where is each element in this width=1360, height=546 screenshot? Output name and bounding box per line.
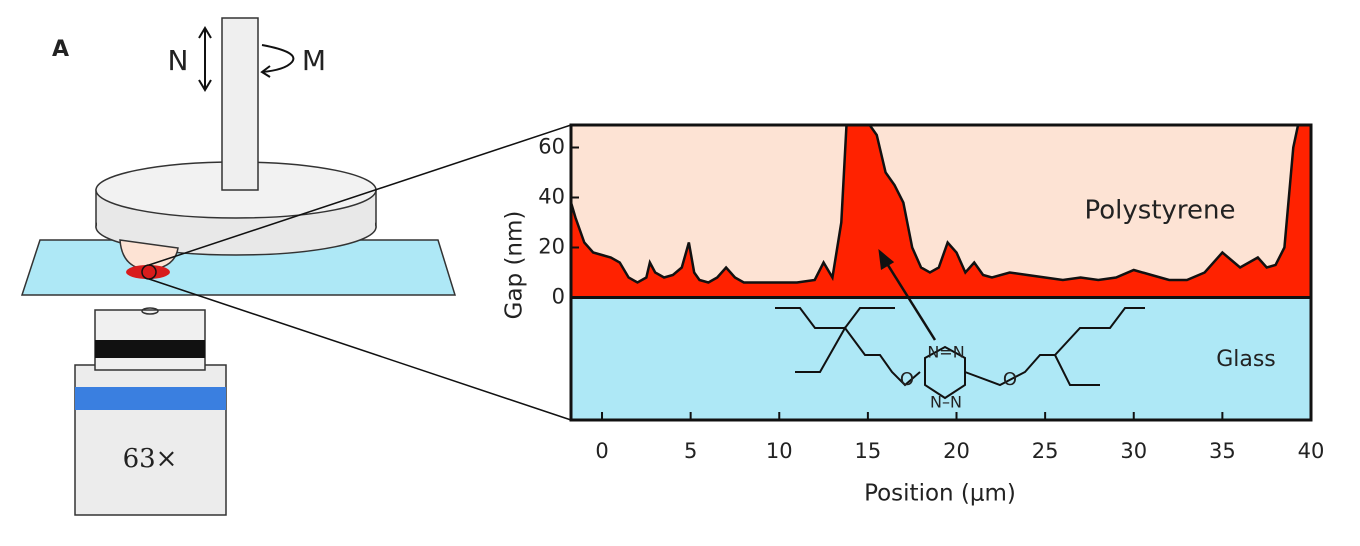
objective-band [75,387,226,410]
arrow-shaft [884,261,937,341]
torque-arrow [260,44,295,78]
arrow-head [878,249,895,271]
panel-label: A [52,37,69,62]
atom-label: N=N [927,343,964,362]
annotation: Polystyrene [1085,196,1236,226]
pointer-arrow [878,249,937,341]
y-tick-label: 60 [538,135,565,159]
plot-frame [569,123,1313,422]
x-tick-label: 5 [684,439,697,463]
force-arrow [198,26,212,92]
rod [221,17,259,191]
y-axis-label: Gap (nm) [502,211,528,320]
x-tick-label: 0 [595,439,608,463]
molecule [775,307,1145,400]
bond [1054,354,1100,386]
y-tick-label: 20 [538,235,565,259]
x-tick-label: 15 [855,439,882,463]
x-tick-label: 30 [1120,439,1147,463]
zoom-line [148,278,572,421]
atom-label: O [900,369,914,390]
x-tick-label: 10 [766,439,793,463]
x-tick-label: 25 [1032,439,1059,463]
atom-label: N–N [930,393,962,412]
apparatus [20,17,572,516]
glass-region [571,297,1311,420]
torque-label: M [302,44,326,77]
ring [924,345,966,400]
annotation: Glass [1216,347,1276,372]
zoom-line [148,124,572,266]
objective-lens [141,307,159,315]
gap-outline [571,125,1300,284]
area-group [571,125,1311,298]
plot: 0 20 40 60 0 5 10 15 20 25 30 35 40 Position (μm) Gap … [502,123,1325,507]
x-tick-label: 35 [1209,439,1236,463]
contact-area [126,265,170,279]
bond [775,307,895,329]
objective-ring [95,340,205,358]
bond [795,326,921,387]
atom-label: O [1003,369,1017,390]
y-tick-label: 40 [538,185,565,209]
force-label: N [168,44,189,77]
x-tick-label: 20 [943,439,970,463]
x-axis-label: Position (μm) [864,481,1016,507]
x-tick-label: 40 [1298,439,1325,463]
y-tick-label: 0 [552,285,565,309]
objective-label: 63× [123,444,178,474]
